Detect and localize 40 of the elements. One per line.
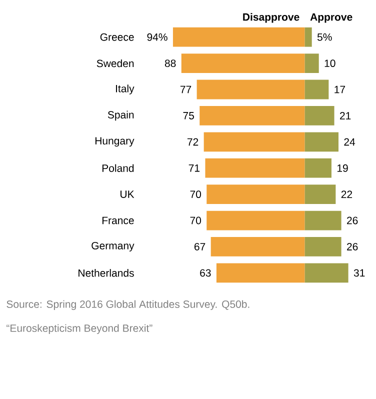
bar bbox=[304, 158, 332, 178]
data-label: 31 bbox=[354, 269, 365, 277]
data-label: 67 bbox=[194, 242, 206, 250]
source-note: Source: Spring 2016 Global Attitudes Survey. Q50b. bbox=[6, 300, 250, 310]
y-tick-label: Netherlands bbox=[78, 269, 134, 277]
y-tick-label: Italy bbox=[116, 84, 134, 94]
y-tick-label: Germany bbox=[92, 242, 134, 252]
bar bbox=[304, 184, 336, 204]
y-tick-label: Greece bbox=[100, 33, 134, 41]
text: “Euroskepticism Beyond Brexit” bbox=[6, 324, 152, 334]
data-label: 70 bbox=[190, 190, 202, 198]
data-label: 26 bbox=[347, 216, 358, 224]
series-label: Approve bbox=[310, 13, 352, 23]
data-label: 19 bbox=[337, 164, 348, 172]
y-tick-label: Sweden bbox=[96, 59, 134, 68]
y-tick-label: Spain bbox=[108, 110, 134, 121]
data-label: 75 bbox=[183, 112, 194, 120]
y-tick-label: Poland bbox=[102, 164, 134, 172]
data-label: 24 bbox=[344, 138, 356, 146]
data-label: 94% bbox=[147, 33, 168, 41]
data-label: 5% bbox=[317, 33, 332, 41]
data-label: 77 bbox=[180, 86, 192, 94]
data-label: 72 bbox=[187, 138, 198, 146]
data-label: 10 bbox=[324, 60, 336, 68]
y-tick-label: UK bbox=[120, 190, 134, 198]
data-label: 26 bbox=[347, 242, 358, 250]
data-label: 21 bbox=[340, 112, 351, 120]
bar bbox=[304, 27, 312, 47]
data-label: 88 bbox=[164, 60, 176, 68]
bar bbox=[304, 80, 329, 100]
data-label: 63 bbox=[200, 269, 211, 277]
bar bbox=[304, 54, 319, 73]
data-label: 22 bbox=[341, 190, 352, 198]
data-label: 17 bbox=[334, 86, 346, 94]
series-label: Disapprove bbox=[243, 13, 300, 23]
y-tick-label: France bbox=[102, 216, 134, 224]
data-label: 70 bbox=[190, 216, 202, 224]
bar bbox=[304, 106, 334, 126]
y-tick-label: Hungary bbox=[95, 137, 134, 147]
data-label: 71 bbox=[188, 164, 200, 172]
